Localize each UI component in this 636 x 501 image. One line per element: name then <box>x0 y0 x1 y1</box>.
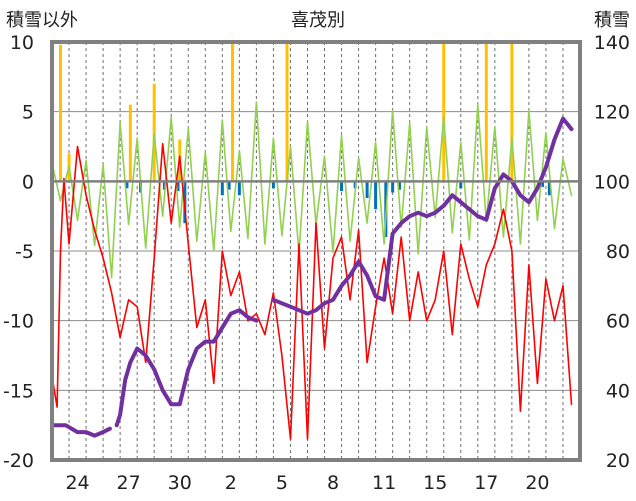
snow_change-bar <box>176 181 180 192</box>
left-tick-label: -5 <box>15 241 34 263</box>
left-tick-label: 10 <box>10 32 34 54</box>
x-tick-label: 2 <box>225 472 237 494</box>
snow_change-bar <box>220 181 224 196</box>
right-tick-label: 140 <box>594 32 630 54</box>
x-tick-label: 11 <box>372 472 396 494</box>
axis-labels: 10 5 0 -5 -10 -15 -20 140 120 100 80 60 40 20 24 27 30 2 5… <box>3 32 630 494</box>
snow_change-bar <box>271 181 275 189</box>
x-tick-label: 27 <box>117 472 141 494</box>
precip-bar <box>442 42 446 182</box>
left-tick-label: 5 <box>22 102 34 124</box>
x-tick-label: 5 <box>276 472 288 494</box>
snow_change-bar <box>459 181 463 189</box>
x-tick-label: 30 <box>168 472 192 494</box>
x-tick-label: 24 <box>65 472 89 494</box>
snow_change-bar <box>340 181 344 192</box>
temp-line <box>51 142 573 440</box>
snow_change-bar <box>547 181 551 196</box>
precip-bar <box>128 104 132 182</box>
right-tick-label: 20 <box>606 450 630 472</box>
x-tick-label: 17 <box>474 472 498 494</box>
precip-bar <box>510 42 514 182</box>
x-tick-label: 8 <box>327 472 339 494</box>
snow_change-bar <box>391 181 395 193</box>
right-axis-label: 積雪 <box>594 10 630 31</box>
right-tick-label: 80 <box>606 241 630 263</box>
x-tick-label: 20 <box>525 472 549 494</box>
snow_change-bar <box>541 181 545 187</box>
temp_change-line <box>51 101 573 279</box>
right-tick-label: 40 <box>606 380 630 402</box>
snow_change-bar <box>162 181 166 190</box>
precip-bar <box>285 42 289 182</box>
left-axis-label: 積雪以外 <box>6 10 78 31</box>
left-tick-label: -10 <box>3 311 34 333</box>
snow_change-bar <box>365 181 369 199</box>
snow_change-bar <box>397 181 401 190</box>
chart-title: 喜茂別 <box>291 10 345 31</box>
left-tick-label: -20 <box>3 450 34 472</box>
snow_change-bar <box>374 181 378 210</box>
right-tick-label: 120 <box>594 102 630 124</box>
snow_depth-line <box>50 116 574 438</box>
right-tick-label: 60 <box>606 311 630 333</box>
plot-frame <box>50 40 582 462</box>
x-tick-label: 15 <box>423 472 447 494</box>
snow_change-bar <box>125 181 129 189</box>
precip-bar <box>59 44 63 182</box>
precip-bar <box>152 83 156 182</box>
snow_change-bar <box>237 181 241 196</box>
right-tick-label: 100 <box>594 171 630 193</box>
precip-bar <box>484 42 488 182</box>
snow_change-bar <box>227 181 231 190</box>
left-tick-label: 0 <box>22 171 34 193</box>
left-tick-label: -15 <box>3 380 34 402</box>
line-series <box>50 101 574 440</box>
precip-bar <box>231 42 235 182</box>
